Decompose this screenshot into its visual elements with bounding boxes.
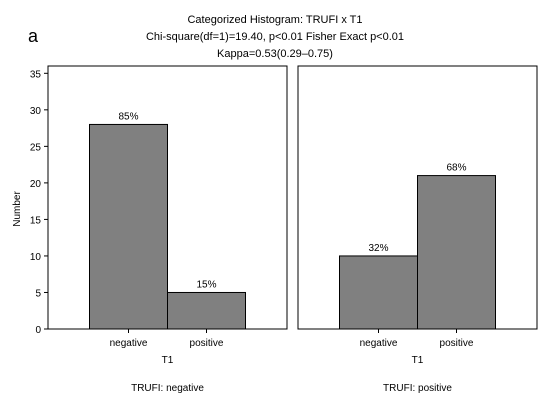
panel-category-label: TRUFI: negative bbox=[131, 383, 204, 394]
bar-negative bbox=[89, 123, 168, 330]
y-tick-label: 35 bbox=[30, 69, 42, 80]
bar-positive bbox=[167, 291, 246, 330]
bar-negative bbox=[339, 255, 418, 330]
chart-subtitle-kappa: Kappa=0.53(0.29–0.75) bbox=[217, 48, 333, 60]
y-axis-label: Number bbox=[12, 191, 23, 227]
bar-positive bbox=[417, 175, 496, 330]
y-tick-label: 15 bbox=[30, 215, 42, 226]
y-tick-label: 10 bbox=[30, 252, 42, 263]
x-axis-label: T1 bbox=[162, 355, 174, 366]
panel-2: 32% negative 68% positive T1 TRUFI: positive bbox=[297, 65, 538, 394]
x-tick-label: positive bbox=[440, 338, 474, 349]
bar-data-label: 68% bbox=[446, 163, 466, 174]
panel-category-label: TRUFI: positive bbox=[383, 383, 452, 394]
panel-1: 0 5 10 15 20 25 30 35 85% negative 15% positive T1 TR… bbox=[30, 65, 288, 394]
chart-subtitle-statistics: Chi-square(df=1)=19.40, p<0.01 Fisher Ex… bbox=[146, 31, 404, 43]
chart-panels: 0 5 10 15 20 25 30 35 85% negative 15% positive T1 TR… bbox=[30, 65, 538, 394]
y-tick-label: 25 bbox=[30, 142, 42, 153]
x-tick-label: negative bbox=[110, 338, 148, 349]
chart-title: Categorized Histogram: TRUFI x T1 bbox=[187, 14, 362, 26]
y-tick-label: 30 bbox=[30, 106, 42, 117]
y-tick-label: 0 bbox=[35, 325, 41, 336]
y-tick-label: 5 bbox=[35, 288, 41, 299]
y-tick-label: 20 bbox=[30, 179, 42, 190]
x-tick-label: positive bbox=[190, 338, 224, 349]
x-axis-label: T1 bbox=[412, 355, 424, 366]
bar-data-label: 32% bbox=[368, 243, 388, 254]
x-tick-label: negative bbox=[360, 338, 398, 349]
bar-data-label: 85% bbox=[118, 111, 138, 122]
panel-letter: a bbox=[28, 26, 39, 46]
bar-data-label: 15% bbox=[196, 279, 216, 290]
